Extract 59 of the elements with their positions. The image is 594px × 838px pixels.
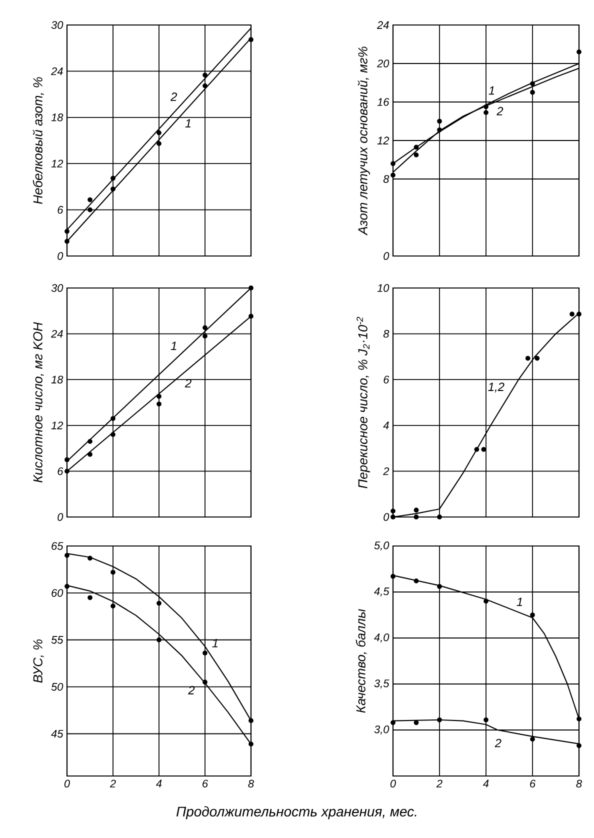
y-tick-label: 12	[51, 160, 64, 168]
y-tick-label: 2	[383, 467, 390, 476]
series-label: 2	[496, 106, 504, 116]
y-axis-title: Перекисное число, % J$_{2}$·10$^{-2}$	[356, 316, 370, 488]
y-tick-label: 0	[384, 513, 390, 521]
y-axis-title: Качество, баллы	[356, 609, 367, 713]
y-tick-label: 4,0	[374, 633, 390, 643]
y-tick-label: 18	[51, 376, 64, 384]
y-tick-label: 55	[51, 636, 64, 644]
series-label: 1	[170, 342, 176, 350]
y-tick-label: 8	[383, 330, 390, 338]
y-tick-label: 20	[376, 60, 390, 68]
y-tick-label: 65	[52, 542, 64, 550]
x-tick-label: 6	[530, 780, 536, 788]
y-axis-title: ВУС, %	[33, 639, 44, 683]
y-tick-label: 18	[51, 114, 64, 122]
x-tick-label: 4	[156, 780, 162, 788]
x-tick-label: 4	[483, 780, 489, 788]
y-tick-label: 0	[384, 252, 390, 260]
y-tick-label: 12	[51, 422, 64, 430]
x-tick-label: 0	[390, 780, 396, 788]
y-tick-label: 5,0	[374, 541, 390, 551]
x-tick-label: 2	[110, 780, 116, 788]
y-axis-title: Небелковый азот, %	[32, 77, 44, 204]
y-tick-label: 12	[377, 136, 390, 144]
x-tick-label: 6	[202, 780, 208, 788]
y-tick-label: 4,5	[374, 588, 390, 596]
y-tick-label: 6	[58, 206, 64, 214]
y-axis-title: Азот летучих оснований, мг%	[358, 46, 370, 236]
y-tick-label: 24	[50, 330, 63, 338]
x-tick-label: 2	[436, 780, 442, 788]
y-tick-label: 0	[58, 513, 64, 521]
x-axis-title: Продолжительность хранения, мес.	[176, 806, 416, 820]
y-tick-label: 24	[376, 21, 389, 29]
y-tick-label: 3,5	[374, 679, 390, 689]
x-tick-label: 0	[64, 780, 70, 788]
y-tick-label: 60	[52, 589, 64, 597]
y-tick-label: 0	[58, 252, 64, 260]
y-tick-label: 8	[383, 175, 390, 183]
y-tick-label: 6	[384, 376, 390, 384]
y-tick-label: 50	[51, 682, 64, 691]
y-tick-label: 4	[383, 422, 389, 430]
series-label: 1	[516, 598, 522, 606]
x-tick-label: 8	[248, 780, 254, 788]
x-tick-label: 8	[576, 780, 582, 788]
series-label: 1	[185, 119, 191, 128]
y-tick-label: 10	[377, 284, 390, 292]
series-label: 2	[170, 92, 178, 101]
series-label: 2	[494, 738, 502, 748]
y-tick-label: 30	[51, 21, 64, 29]
y-tick-label: 30	[51, 284, 64, 292]
y-axis-title: Кислотное число, мг KOH	[33, 322, 44, 482]
y-tick-label: 24	[50, 67, 63, 76]
y-tick-label: 16	[377, 98, 390, 106]
y-tick-label: 3,0	[374, 725, 390, 735]
y-tick-label: 6	[58, 467, 64, 476]
y-tick-label: 45	[51, 730, 64, 738]
series-label: 1	[488, 86, 494, 95]
series-label: 1,2	[488, 382, 504, 392]
